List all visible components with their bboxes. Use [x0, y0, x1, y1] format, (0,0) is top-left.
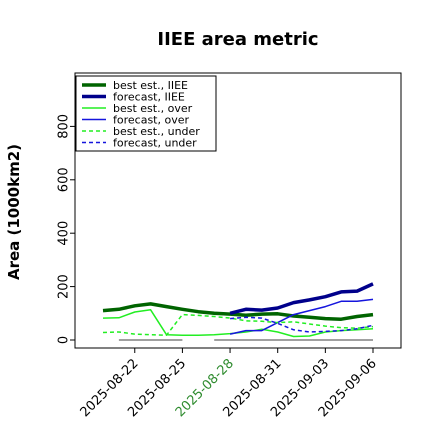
y-axis-label: Area (1000km2) — [5, 144, 23, 280]
legend-label: forecast, IIEE — [113, 91, 185, 104]
y-tick-label: 600 — [57, 167, 72, 192]
legend-label: forecast, over — [113, 114, 189, 127]
plot-frame — [74, 72, 402, 349]
series-layer — [102, 282, 374, 341]
series-line-best-est-iiee — [102, 302, 374, 321]
series-line-best-est-under — [102, 313, 374, 336]
y-tick-label: 200 — [57, 274, 72, 299]
y-tick-label: 800 — [57, 114, 72, 139]
series-line-forecast-iiee — [229, 282, 374, 315]
y-axis: 0 200 400 600 800 — [57, 114, 75, 344]
series-line-forecast-over — [229, 298, 374, 335]
legend-label: best est., over — [113, 102, 193, 115]
legend-box — [75, 75, 217, 152]
chart-title: IIEE area metric — [157, 29, 318, 50]
legend-label: best est., under — [113, 125, 200, 138]
y-tick-label: 400 — [57, 221, 72, 246]
series-line-forecast-under — [230, 316, 374, 333]
legend-label: best est., IIEE — [113, 79, 188, 92]
x-axis: 2025-08-222025-08-252025-08-282025-08-31… — [78, 348, 380, 420]
y-tick-label: 0 — [57, 336, 72, 344]
legend-label: forecast, under — [113, 137, 197, 150]
